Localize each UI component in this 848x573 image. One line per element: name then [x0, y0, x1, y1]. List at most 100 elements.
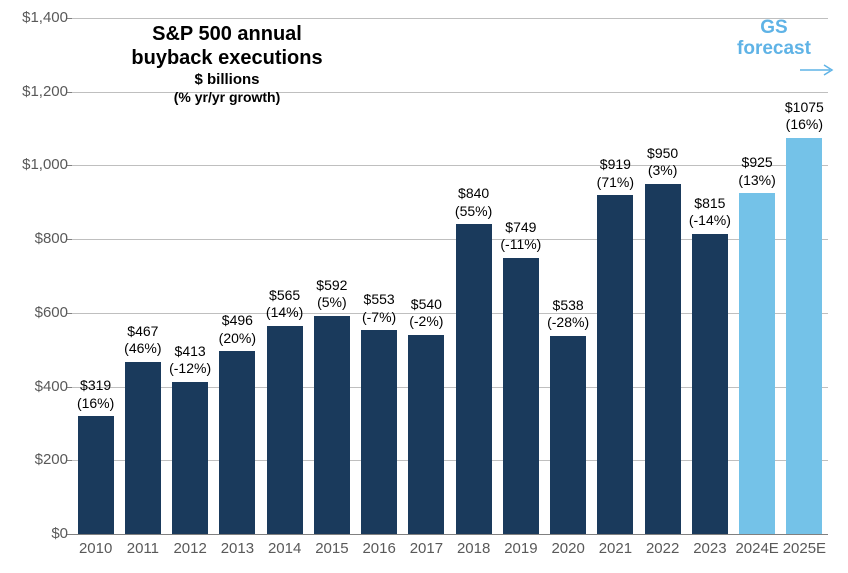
- y-axis-label: $400: [2, 378, 68, 395]
- bar-value-label: $538: [553, 297, 584, 313]
- x-axis-label: 2012: [173, 540, 206, 557]
- x-axis-label: 2022: [646, 540, 679, 557]
- bar-growth-label: (16%): [77, 395, 114, 411]
- bar: [739, 193, 775, 534]
- bar: [645, 184, 681, 534]
- y-axis-label: $600: [2, 304, 68, 321]
- bar: [456, 224, 492, 534]
- bar-label-group: $467(46%): [117, 323, 169, 358]
- x-axis-label: 2018: [457, 540, 490, 557]
- title-sub1: $ billions: [194, 71, 259, 88]
- bar-growth-label: (3%): [648, 162, 678, 178]
- bar-value-label: $1075: [785, 99, 824, 115]
- x-axis-label: 2016: [362, 540, 395, 557]
- bar-value-label: $950: [647, 145, 678, 161]
- bar-growth-label: (-2%): [409, 313, 443, 329]
- bar-growth-label: (-7%): [362, 309, 396, 325]
- title-line2: buyback executions: [131, 47, 322, 69]
- bar: [78, 416, 114, 534]
- chart-title: S&P 500 annual buyback executions $ bill…: [112, 22, 342, 105]
- bar-value-label: $553: [364, 291, 395, 307]
- x-axis-label: 2024E: [735, 540, 778, 557]
- bar-value-label: $413: [175, 343, 206, 359]
- forecast-annotation: GS forecast: [724, 18, 824, 60]
- y-axis-label: $200: [2, 451, 68, 468]
- buyback-bar-chart: $319 (16%) 2010 $467(46%) 2011 $413(-12%) 2012…: [0, 0, 848, 573]
- bar-label-group: $749(-11%): [495, 219, 547, 254]
- x-axis-label: 2014: [268, 540, 301, 557]
- x-axis-label: 2015: [315, 540, 348, 557]
- bar-label-group: $592(5%): [306, 277, 358, 312]
- bar-value-label: $840: [458, 185, 489, 201]
- y-axis-label: $1,200: [2, 83, 68, 100]
- bar-value-label: $565: [269, 287, 300, 303]
- bar-value-label: $467: [127, 323, 158, 339]
- bar: [786, 138, 822, 534]
- y-axis-label: $800: [2, 230, 68, 247]
- bar: [219, 351, 255, 534]
- bar-growth-label: (71%): [597, 174, 634, 190]
- y-axis-label: $1,000: [2, 156, 68, 173]
- forecast-line1: GS: [724, 18, 824, 39]
- bar: [314, 316, 350, 534]
- bar-label-group: $1075(16%): [778, 99, 830, 134]
- bar-label-group: $840 (55%): [448, 185, 500, 220]
- bar-label-group: $538(-28%): [542, 297, 594, 332]
- bar: [267, 326, 303, 534]
- bar-label-group: $925 (13%): [731, 154, 783, 189]
- bar-growth-label: (13%): [738, 172, 775, 188]
- forecast-line2: forecast: [724, 39, 824, 60]
- bar: [503, 258, 539, 534]
- bar-value-label: $540: [411, 296, 442, 312]
- bar-value-label: $749: [505, 219, 536, 235]
- bar-label-group: $565(14%): [259, 287, 311, 322]
- bar: [597, 195, 633, 534]
- bar-value-label: $925: [742, 154, 773, 170]
- bar-label-group: $950(3%): [637, 145, 689, 180]
- x-axis-label: 2011: [127, 540, 159, 557]
- bar-value-label: $319: [80, 377, 111, 393]
- bar-growth-label: (55%): [455, 203, 492, 219]
- title-line1: S&P 500 annual: [152, 23, 302, 45]
- bar: [361, 330, 397, 534]
- x-axis-label: 2017: [410, 540, 443, 557]
- bar: [550, 336, 586, 534]
- bar-growth-label: (20%): [219, 330, 256, 346]
- bar-growth-label: (16%): [786, 116, 823, 132]
- x-axis-label: 2013: [221, 540, 254, 557]
- y-axis-label: $1,400: [2, 9, 68, 26]
- bar: [692, 234, 728, 534]
- bar-growth-label: (5%): [317, 294, 347, 310]
- x-axis-label: 2023: [693, 540, 726, 557]
- bar-growth-label: (14%): [266, 304, 303, 320]
- bar-label-group: $413(-12%): [164, 343, 216, 378]
- bar-growth-label: (-11%): [500, 236, 541, 252]
- bar-growth-label: (-28%): [547, 314, 589, 330]
- x-axis-label: 2020: [551, 540, 584, 557]
- y-axis-label: $0: [2, 525, 68, 542]
- x-axis-label: 2021: [599, 540, 632, 557]
- gridline: [72, 165, 828, 166]
- gridline: [72, 18, 828, 19]
- bar-label-group: $540(-2%): [400, 296, 452, 331]
- bar-value-label: $496: [222, 312, 253, 328]
- bar-value-label: $919: [600, 156, 631, 172]
- bar: [125, 362, 161, 534]
- bar: [172, 382, 208, 534]
- x-axis-label: 2010: [79, 540, 112, 557]
- bar-growth-label: (-12%): [169, 360, 211, 376]
- x-axis-label: 2025E: [783, 540, 826, 557]
- title-sub2: (% yr/yr growth): [174, 89, 281, 105]
- x-axis-label: 2019: [504, 540, 537, 557]
- bar: [408, 335, 444, 534]
- bar-label-group: $815(-14%): [684, 195, 736, 230]
- bar-growth-label: (46%): [124, 340, 161, 356]
- arrow-right-icon: [800, 63, 840, 77]
- bar-label-group: $496 (20%): [211, 312, 263, 347]
- bar-value-label: $592: [316, 277, 347, 293]
- bar-growth-label: (-14%): [689, 212, 731, 228]
- bar-value-label: $815: [694, 195, 725, 211]
- bar-label-group: $553 (-7%): [353, 291, 405, 326]
- bar-label-group: $919 (71%): [589, 156, 641, 191]
- bar-label-group: $319 (16%): [70, 377, 122, 412]
